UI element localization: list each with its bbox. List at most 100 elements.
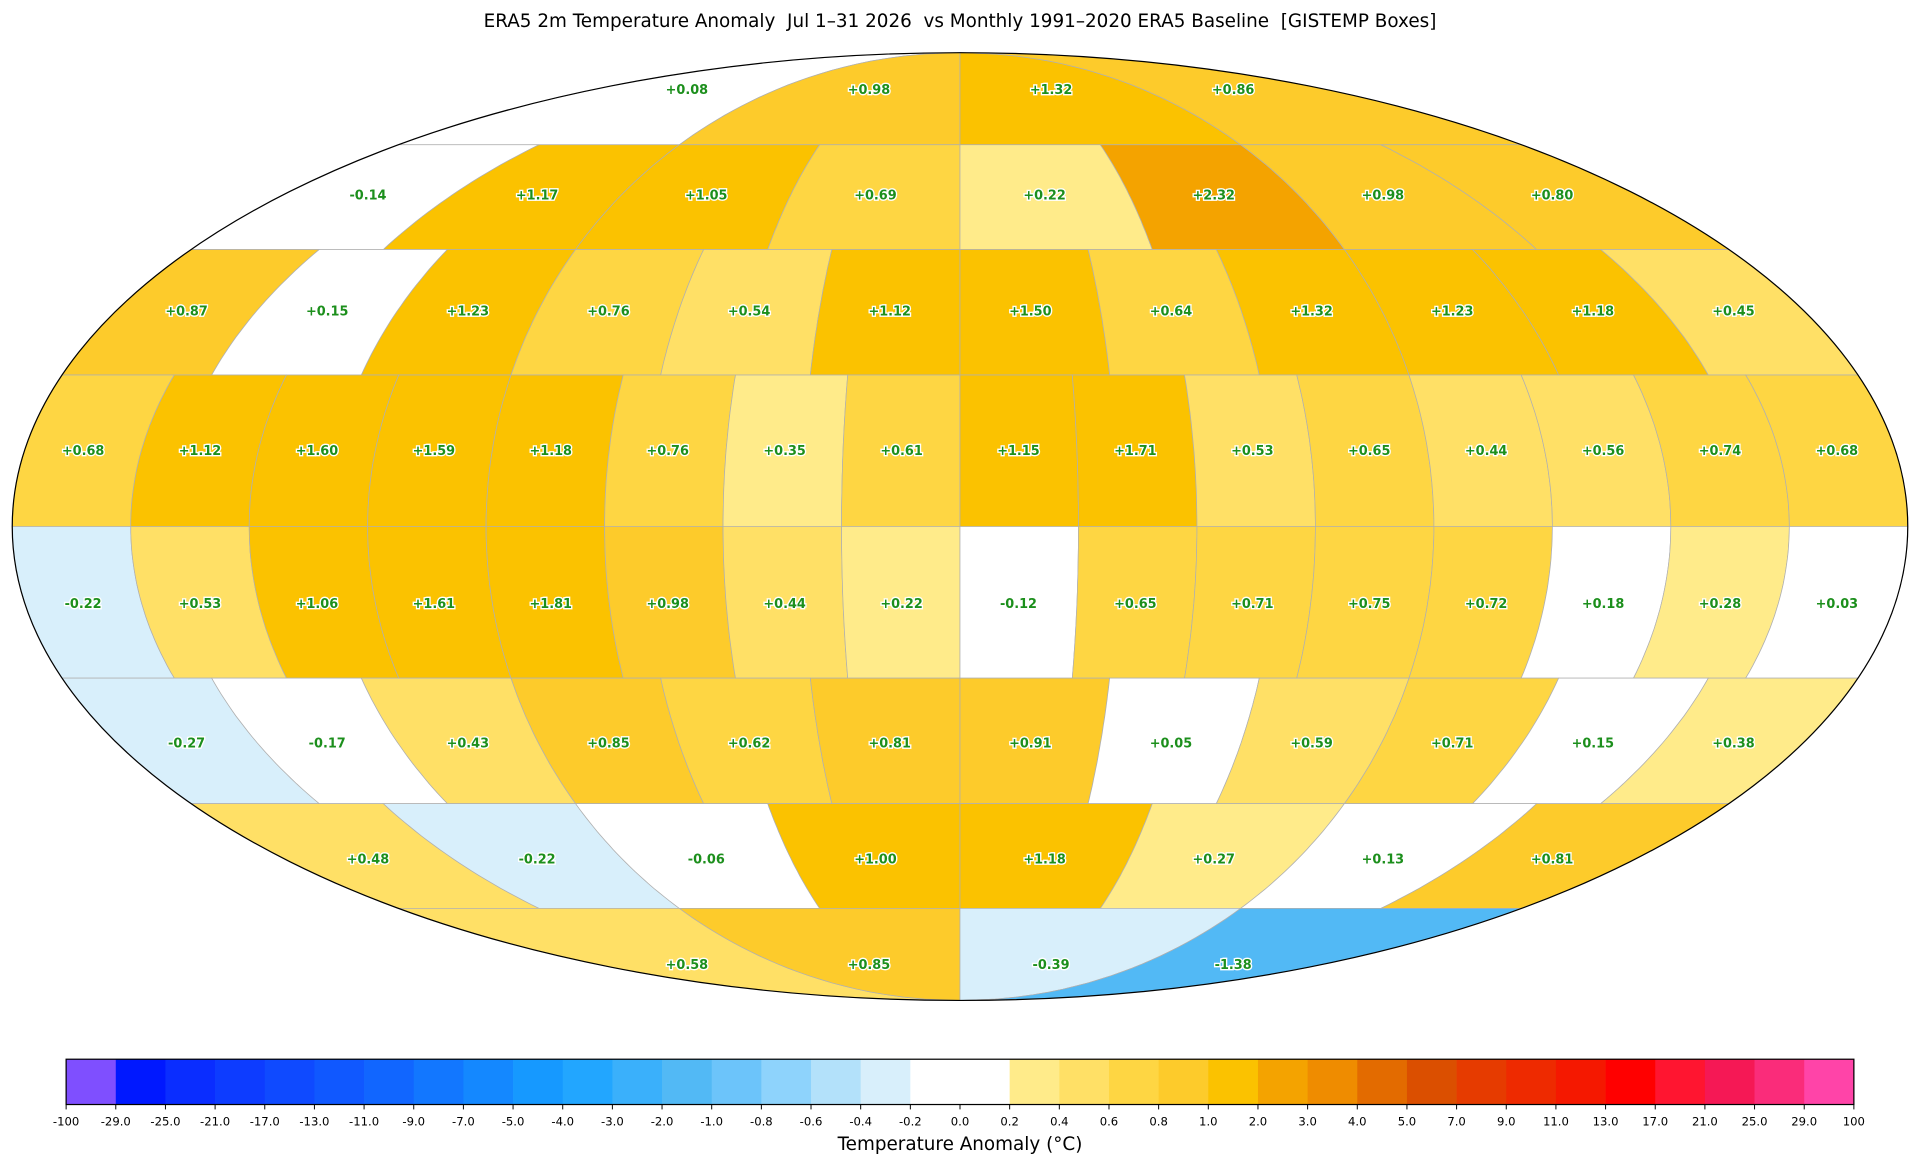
colorbar-segment <box>761 1059 812 1105</box>
colorbar-tick-label: 3.0 <box>1298 1114 1317 1128</box>
colorbar-tick-label: 100 <box>1843 1114 1865 1128</box>
box-label: +1.59 <box>413 444 456 459</box>
box-label: +0.13 <box>1362 852 1404 867</box>
box-label: +1.23 <box>447 305 489 320</box>
box-label: +1.12 <box>868 305 910 320</box>
colorbar-segment <box>314 1059 365 1105</box>
box-label: +0.22 <box>1023 189 1065 204</box>
colorbar-tick-label: -4.0 <box>551 1114 574 1128</box>
box-label: +0.86 <box>1212 83 1255 98</box>
box-label: +0.27 <box>1193 852 1235 867</box>
box-label: +1.23 <box>1431 305 1473 320</box>
colorbar-tick-label: -29.0 <box>101 1114 131 1128</box>
box-label: +0.15 <box>1572 736 1615 751</box>
colorbar-tick-label: -0.2 <box>899 1114 922 1128</box>
box-label: -0.12 <box>1000 597 1037 612</box>
colorbar-segment <box>513 1059 564 1105</box>
colorbar-tick-label: -13.0 <box>299 1114 329 1128</box>
colorbar-tick-label: 0.2 <box>1000 1114 1019 1128</box>
box-label: +0.76 <box>646 444 689 459</box>
colorbar-segment <box>1506 1059 1557 1105</box>
box-label: +0.59 <box>1290 736 1333 751</box>
colorbar-segment <box>711 1059 762 1105</box>
box-label: +0.45 <box>1712 305 1755 320</box>
box-label: +0.74 <box>1699 444 1742 459</box>
colorbar-segment <box>910 1059 961 1105</box>
box-label: +0.98 <box>646 597 689 612</box>
colorbar-tick-label: -5.0 <box>502 1114 525 1128</box>
box-label: +0.62 <box>728 736 770 751</box>
colorbar-tick-label: 7.0 <box>1447 1114 1465 1128</box>
box-label: +0.91 <box>1009 736 1052 751</box>
colorbar-tick-label: -21.0 <box>200 1114 230 1128</box>
box-label: +0.80 <box>1531 189 1574 204</box>
map-outline <box>11 52 1909 1002</box>
colorbar-segment <box>165 1059 216 1105</box>
colorbar-tick-label: 0.8 <box>1149 1114 1168 1128</box>
box-label: +0.69 <box>854 189 897 204</box>
box-label: +0.08 <box>666 83 709 98</box>
colorbar-tick-label: 13.0 <box>1593 1114 1619 1128</box>
colorbar-segment <box>860 1059 911 1105</box>
box-label: +1.32 <box>1030 83 1072 98</box>
box-label: -1.38 <box>1215 958 1252 973</box>
box-label: +1.06 <box>296 597 339 612</box>
colorbar-segment <box>1804 1059 1855 1105</box>
box-label: +0.81 <box>1531 852 1574 867</box>
colorbar-segment <box>1655 1059 1706 1105</box>
box-label: +1.61 <box>413 597 456 612</box>
colorbar-segment <box>1307 1059 1358 1105</box>
colorbar-segment <box>1406 1059 1457 1105</box>
colorbar-tick-label: 17.0 <box>1642 1114 1668 1128</box>
box-label: -0.22 <box>519 852 556 867</box>
box-label: +0.44 <box>1465 444 1508 459</box>
colorbar-segment <box>1257 1059 1308 1105</box>
colorbar-segment <box>612 1059 663 1105</box>
box-label: +0.98 <box>1362 189 1405 204</box>
box-label: +0.58 <box>666 958 709 973</box>
box-label: +0.05 <box>1150 736 1193 751</box>
colorbar-tick-label: 4.0 <box>1348 1114 1366 1128</box>
colorbar-tick-label: -17.0 <box>250 1114 280 1128</box>
colorbar-tick-label: -9.0 <box>402 1114 425 1128</box>
box-label: -0.14 <box>349 189 386 204</box>
box-label: +0.56 <box>1582 444 1625 459</box>
box-label: +0.65 <box>1114 597 1157 612</box>
colorbar: -100 -29.0 -25.0 -21.0 -17.0 -13.0 -11.0 -9.0 -7… <box>53 1059 1865 1128</box>
box-label: +1.00 <box>854 852 897 867</box>
colorbar-tick-label: -0.6 <box>800 1114 823 1128</box>
colorbar-tick-label: -25.0 <box>150 1114 180 1128</box>
box-label: +0.53 <box>179 597 221 612</box>
box-label: +1.81 <box>530 597 573 612</box>
colorbar-segment <box>1208 1059 1259 1105</box>
box-label: +1.50 <box>1009 305 1052 320</box>
box-label: +0.98 <box>848 83 891 98</box>
colorbar-tick-label: -11.0 <box>349 1114 379 1128</box>
colorbar-segment <box>1555 1059 1606 1105</box>
colorbar-tick-label: 25.0 <box>1742 1114 1768 1128</box>
box-label: +0.22 <box>880 597 922 612</box>
box-label: +0.87 <box>165 305 207 320</box>
colorbar-segment <box>1357 1059 1408 1105</box>
box-label: +2.32 <box>1193 189 1235 204</box>
colorbar-segment <box>1754 1059 1805 1105</box>
colorbar-segment <box>215 1059 266 1105</box>
box-label: +0.68 <box>1816 444 1859 459</box>
colorbar-segment <box>562 1059 613 1105</box>
colorbar-tick-label: -1.0 <box>700 1114 723 1128</box>
box-label: -0.39 <box>1033 958 1070 973</box>
box-label: +0.54 <box>728 305 771 320</box>
box-label: -0.22 <box>65 597 102 612</box>
box-label: +0.68 <box>62 444 105 459</box>
colorbar-segment <box>1059 1059 1110 1105</box>
box-label: +1.12 <box>179 444 221 459</box>
box-label: +1.18 <box>530 444 573 459</box>
box-label: +0.48 <box>347 852 390 867</box>
colorbar-segment <box>662 1059 713 1105</box>
box-label: +0.65 <box>1348 444 1391 459</box>
colorbar-tick-label: 29.0 <box>1791 1114 1817 1128</box>
colorbar-segment <box>1009 1059 1060 1105</box>
box-label: +0.85 <box>848 958 891 973</box>
box-label: +1.17 <box>516 189 558 204</box>
box-label: +0.44 <box>763 597 806 612</box>
